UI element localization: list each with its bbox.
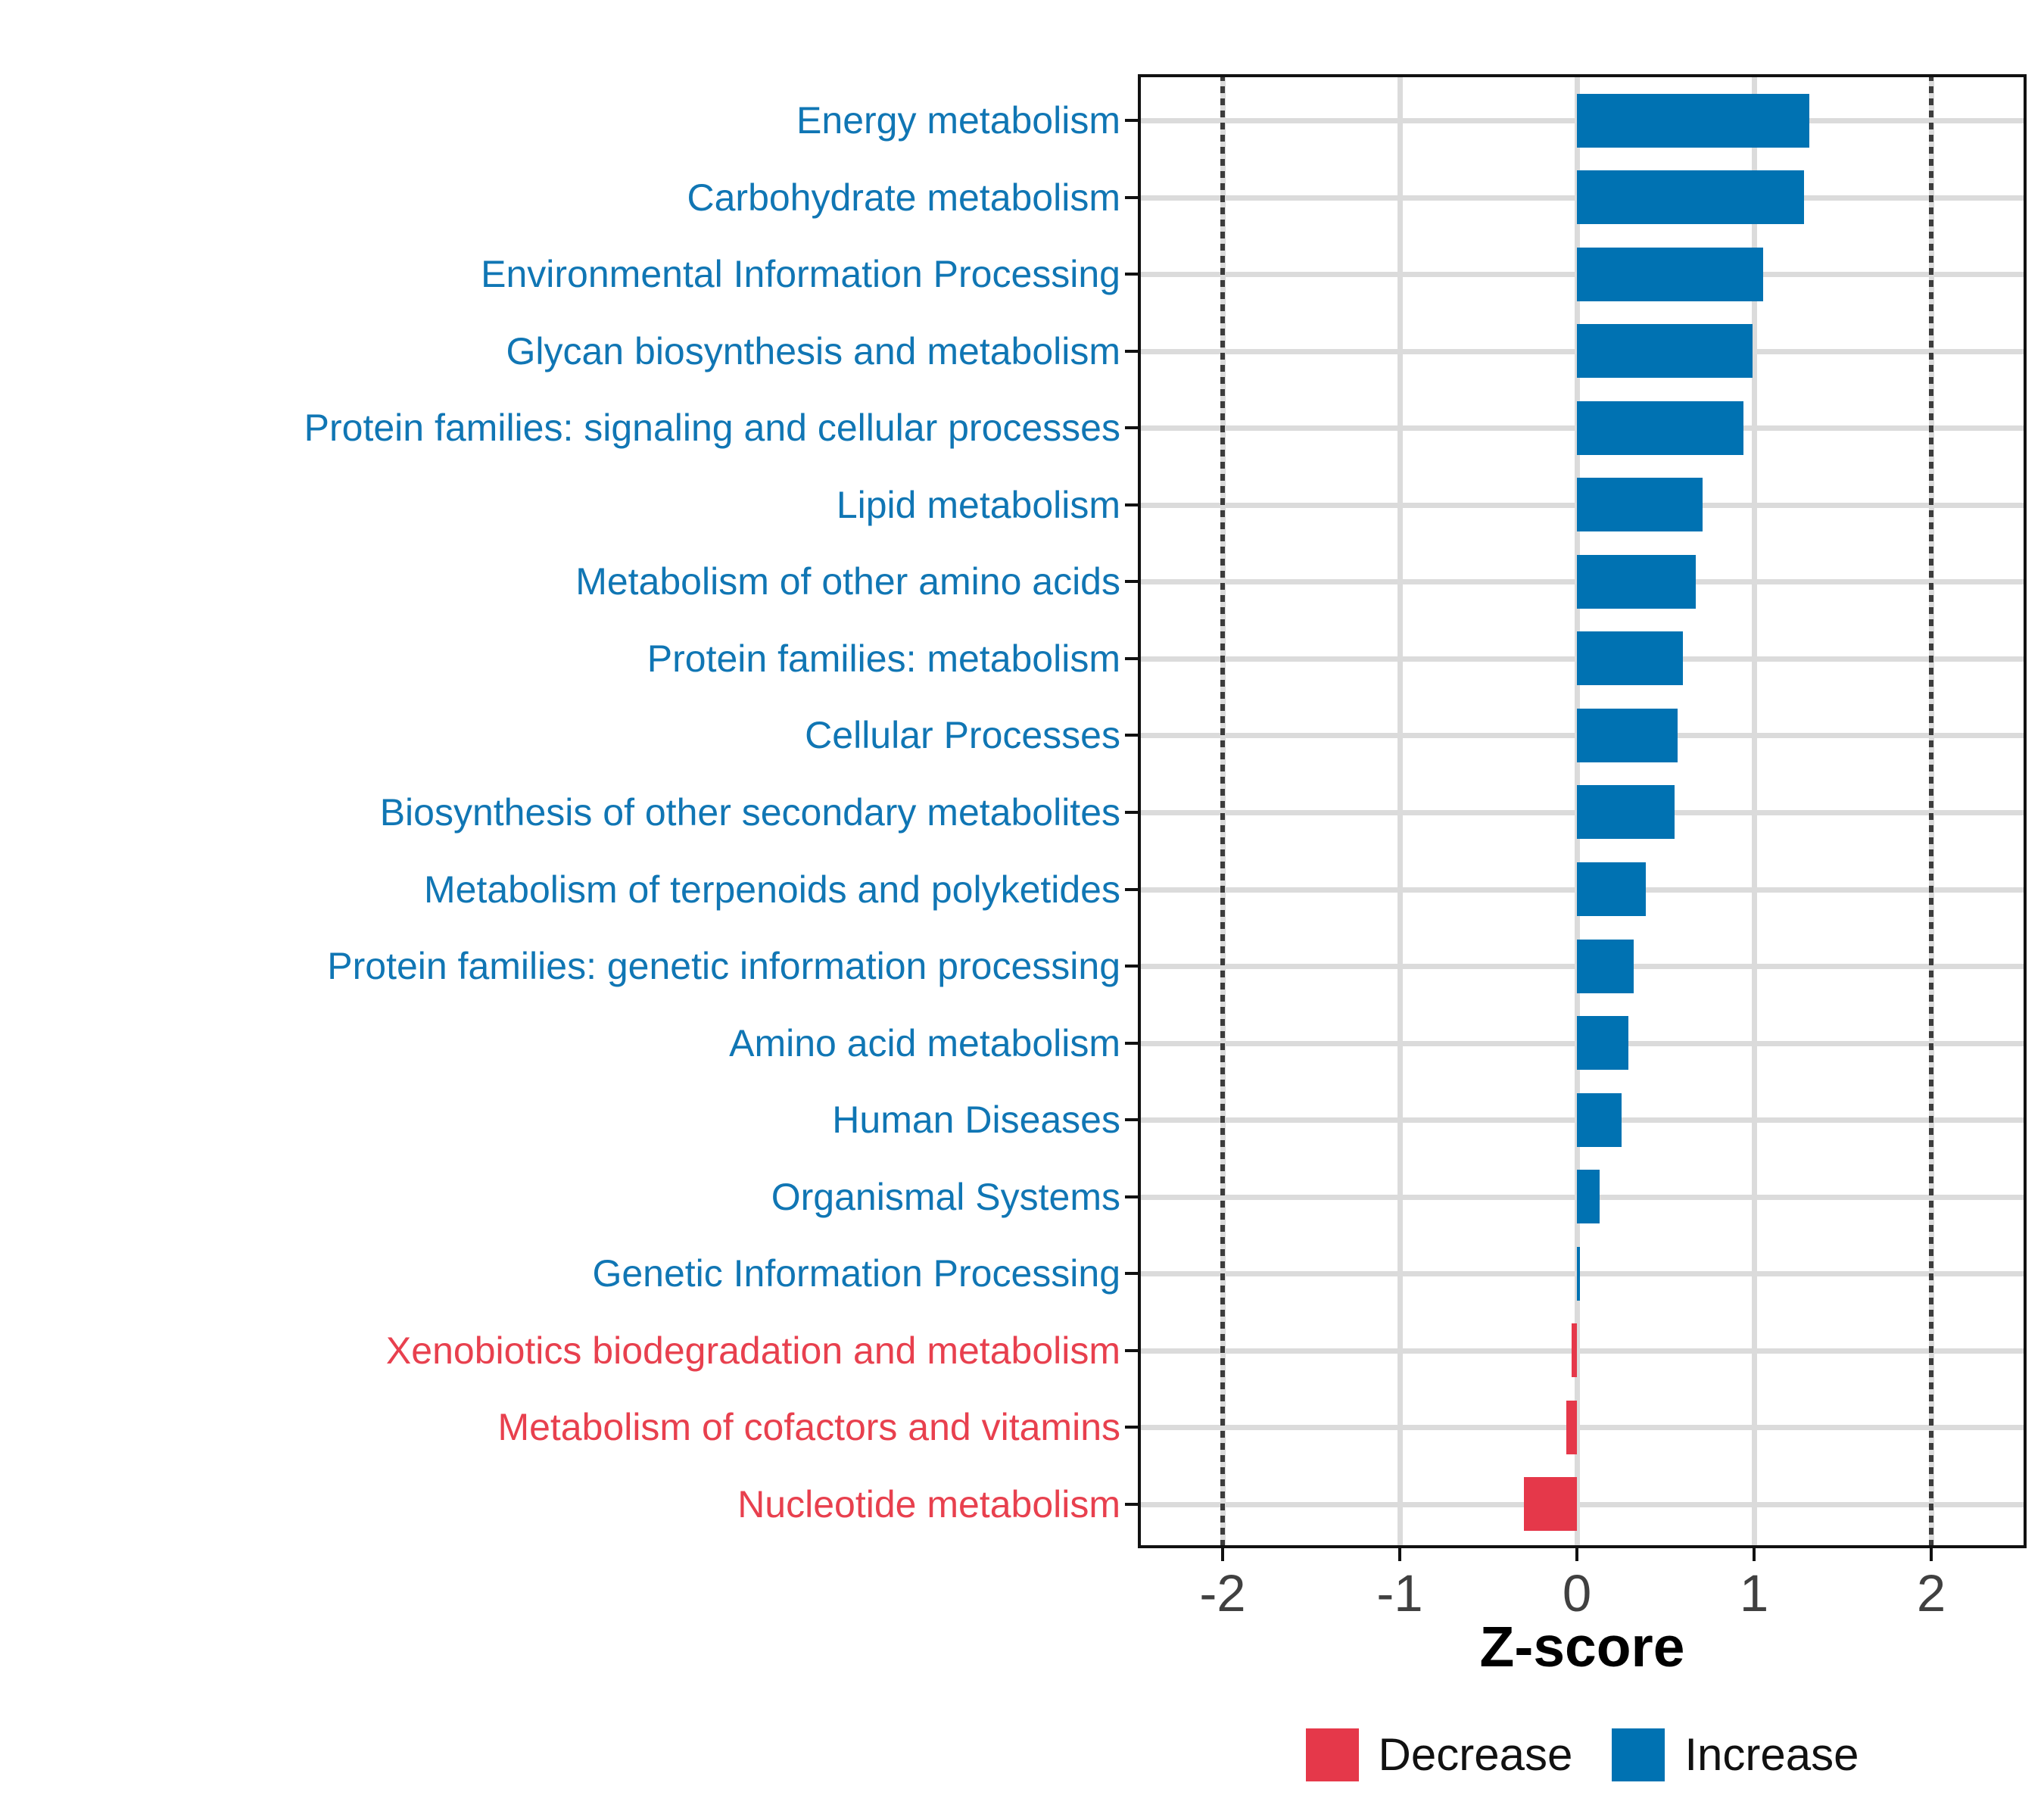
category-label: Protein families: signaling and cellular…	[304, 407, 1120, 450]
y-axis-tick	[1125, 1195, 1138, 1198]
y-axis-tick	[1125, 734, 1138, 737]
category-label: Xenobiotics biodegradation and metabolis…	[385, 1329, 1120, 1372]
bar	[1523, 1477, 1577, 1532]
bar	[1577, 1092, 1622, 1147]
x-axis-tick	[1575, 1548, 1578, 1561]
bar	[1566, 1400, 1577, 1454]
bar	[1577, 631, 1684, 686]
y-axis-tick	[1125, 965, 1138, 968]
x-tick-label: 2	[1916, 1564, 1946, 1622]
y-axis-tick	[1125, 580, 1138, 584]
bar	[1577, 785, 1675, 840]
category-label: Organismal Systems	[771, 1175, 1120, 1218]
category-label: Cellular Processes	[805, 714, 1120, 757]
category-label: Biosynthesis of other secondary metaboli…	[379, 790, 1120, 834]
plot-panel	[1138, 74, 2027, 1548]
category-label: Metabolism of cofactors and vitamins	[497, 1406, 1120, 1449]
gridline-v	[1397, 74, 1403, 1548]
category-label: Glycan biosynthesis and metabolism	[506, 329, 1121, 372]
x-axis-title: Z-score	[1479, 1615, 1685, 1678]
x-axis-tick	[1398, 1548, 1401, 1561]
bar	[1577, 708, 1678, 762]
y-axis-tick	[1125, 119, 1138, 122]
legend-label-decrease: Decrease	[1378, 1729, 1573, 1780]
legend-item-decrease: Decrease	[1305, 1728, 1573, 1781]
bar	[1571, 1323, 1577, 1378]
legend: Decrease Increase	[1138, 1723, 2027, 1787]
y-axis-tick	[1125, 1502, 1138, 1506]
category-label: Genetic Information Processing	[592, 1252, 1120, 1295]
reference-line	[1929, 74, 1933, 1548]
bar	[1577, 478, 1703, 532]
bar	[1577, 400, 1743, 455]
category-label: Protein families: genetic information pr…	[327, 945, 1120, 988]
y-axis-tick	[1125, 503, 1138, 506]
x-tick-label: 0	[1562, 1564, 1592, 1622]
legend-swatch-increase	[1612, 1728, 1665, 1781]
gridline-h	[1138, 1425, 2027, 1431]
legend-item-increase: Increase	[1612, 1728, 1859, 1781]
legend-label-increase: Increase	[1684, 1729, 1859, 1780]
y-axis-tick	[1125, 887, 1138, 891]
bar	[1577, 1016, 1628, 1071]
category-label: Energy metabolism	[796, 99, 1120, 142]
bar	[1577, 324, 1753, 379]
gridline-v	[1752, 74, 1757, 1548]
y-axis-tick	[1125, 426, 1138, 430]
category-label: Amino acid metabolism	[729, 1021, 1120, 1064]
y-axis-tick	[1125, 273, 1138, 276]
x-axis-tick	[1221, 1548, 1224, 1561]
y-axis-tick	[1125, 810, 1138, 814]
y-axis-tick	[1125, 1041, 1138, 1045]
reference-line	[1220, 74, 1225, 1548]
x-tick-label: -2	[1199, 1564, 1246, 1622]
y-axis-tick	[1125, 195, 1138, 199]
bar	[1577, 862, 1647, 916]
x-axis-tick	[1930, 1548, 1933, 1561]
bar	[1577, 554, 1696, 609]
x-tick-label: -1	[1376, 1564, 1423, 1622]
x-tick-label: 1	[1739, 1564, 1769, 1622]
category-label: Metabolism of terpenoids and polyketides	[424, 868, 1120, 911]
category-label: Protein families: metabolism	[647, 637, 1120, 680]
x-axis-tick	[1753, 1548, 1756, 1561]
gridline-h	[1138, 1348, 2027, 1354]
y-axis-tick	[1125, 1272, 1138, 1276]
category-label: Nucleotide metabolism	[737, 1482, 1120, 1526]
bar	[1577, 1246, 1580, 1301]
category-label: Metabolism of other amino acids	[575, 560, 1120, 603]
y-axis-tick	[1125, 1348, 1138, 1352]
category-label: Environmental Information Processing	[481, 253, 1120, 296]
category-label: Lipid metabolism	[836, 483, 1120, 526]
y-axis-tick	[1125, 656, 1138, 660]
bar	[1577, 93, 1809, 148]
category-label: Human Diseases	[832, 1099, 1120, 1142]
y-axis-tick	[1125, 349, 1138, 353]
legend-swatch-decrease	[1305, 1728, 1359, 1781]
gridline-h	[1138, 1501, 2027, 1507]
y-axis-tick	[1125, 1426, 1138, 1429]
bar	[1577, 247, 1763, 301]
bar	[1577, 170, 1804, 225]
bar	[1577, 939, 1634, 993]
bar	[1577, 1170, 1600, 1224]
gridline-h	[1138, 1271, 2027, 1277]
category-label: Carbohydrate metabolism	[687, 176, 1121, 219]
y-axis-tick	[1125, 1118, 1138, 1122]
